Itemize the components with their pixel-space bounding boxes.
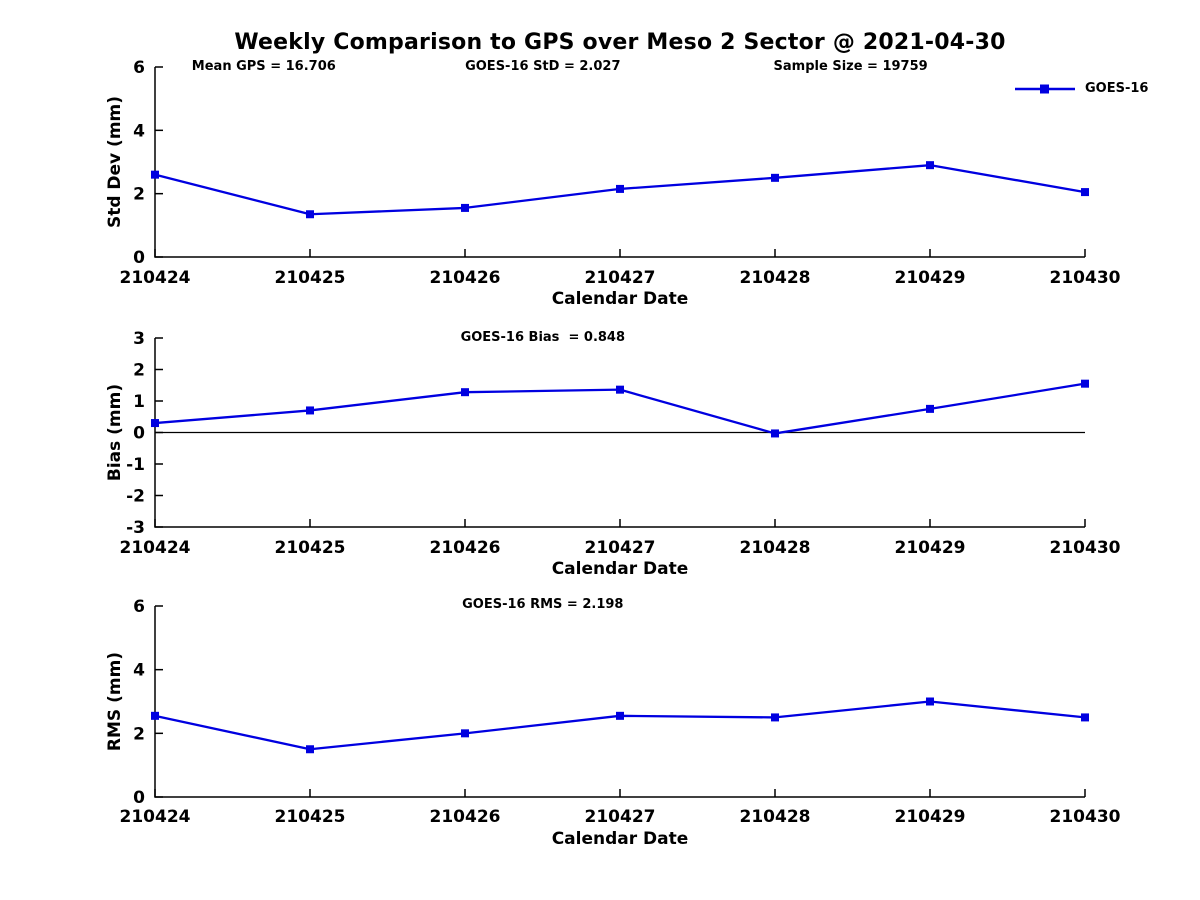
y-axis-label: RMS (mm) (105, 652, 125, 751)
legend-label: GOES-16 (1085, 81, 1149, 96)
y-tick-label: -3 (126, 518, 145, 538)
data-point-marker (151, 711, 159, 720)
y-tick-label: 6 (133, 58, 145, 78)
x-tick-label: 210430 (1050, 538, 1121, 558)
data-point-marker (461, 729, 469, 738)
x-axis-label: Calendar Date (552, 289, 689, 309)
annotation-std-dev-0: Mean GPS = 16.706 (191, 59, 336, 74)
y-tick-label: -1 (126, 455, 145, 475)
figure-title: Weekly Comparison to GPS over Meso 2 Sec… (234, 30, 1006, 55)
x-tick-label: 210425 (275, 807, 346, 827)
data-point-marker (926, 161, 934, 170)
x-tick-label: 210426 (430, 807, 501, 827)
x-tick-label: 210424 (120, 807, 191, 827)
y-tick-label: 4 (133, 121, 145, 141)
annotation-std-dev-1: GOES-16 StD = 2.027 (465, 59, 621, 74)
x-tick-label: 210430 (1050, 807, 1121, 827)
panel-bias: -3 -2 -1 0 1 2 3 210424 210425 210426 210427 210428… (105, 329, 1121, 579)
panel-std-dev: 0 2 4 6 210424 210425 210426 210427 210428 210429… (105, 58, 1121, 309)
data-point-marker (1081, 188, 1089, 197)
x-tick-label: 210428 (740, 807, 811, 827)
data-point-marker (306, 210, 314, 219)
y-tick-label: 2 (133, 361, 145, 381)
x-tick-label: 210428 (740, 538, 811, 558)
x-tick-label: 210427 (585, 807, 656, 827)
y-tick-label: 4 (133, 661, 145, 681)
data-point-marker (151, 419, 159, 428)
y-tick-label: 1 (133, 392, 145, 412)
x-tick-label: 210424 (120, 268, 191, 288)
axis-lines (154, 67, 1085, 258)
data-point-marker (771, 429, 779, 438)
data-point-marker (306, 406, 314, 415)
annotation-std-dev-2: Sample Size = 19759 (773, 59, 928, 74)
x-tick-label: 210426 (430, 538, 501, 558)
x-tick-label: 210425 (275, 268, 346, 288)
x-tick-label: 210429 (895, 807, 966, 827)
data-point-marker (926, 697, 934, 706)
data-point-marker (151, 170, 159, 179)
x-tick-label: 210426 (430, 268, 501, 288)
data-point-marker (771, 713, 779, 722)
annotation-rms-0: GOES-16 RMS = 2.198 (462, 597, 624, 612)
x-tick-label: 210424 (120, 538, 191, 558)
panel-rms: 0 2 4 6 210424 210425 210426 210427 210428 210429… (105, 597, 1121, 849)
data-point-marker (1081, 713, 1089, 722)
y-tick-label: 2 (133, 724, 145, 744)
axis-lines (154, 606, 1085, 798)
y-tick-label: -2 (126, 487, 145, 507)
data-point-marker (616, 385, 624, 394)
y-axis-label: Bias (mm) (105, 384, 125, 481)
x-axis-label: Calendar Date (552, 829, 689, 849)
data-point-marker (771, 173, 779, 182)
x-tick-label: 210425 (275, 538, 346, 558)
y-tick-label: 6 (133, 597, 145, 617)
x-tick-label: 210429 (895, 268, 966, 288)
data-point-marker (306, 745, 314, 754)
data-point-marker (461, 388, 469, 397)
y-tick-label: 2 (133, 185, 145, 205)
y-tick-label: 0 (133, 788, 145, 808)
y-axis-label: Std Dev (mm) (105, 96, 125, 228)
x-tick-label: 210428 (740, 268, 811, 288)
data-point-marker (616, 711, 624, 720)
x-tick-label: 210429 (895, 538, 966, 558)
x-tick-label: 210430 (1050, 268, 1121, 288)
y-tick-label: 0 (133, 248, 145, 268)
data-point-marker (926, 404, 934, 413)
data-point-marker (461, 203, 469, 212)
y-tick-label: 0 (133, 424, 145, 444)
annotation-bias-0: GOES-16 Bias = 0.848 (460, 330, 626, 345)
legend: GOES-16 (1014, 80, 1148, 98)
data-point-marker (616, 184, 624, 193)
x-tick-label: 210427 (585, 268, 656, 288)
legend-line-sample (1015, 84, 1075, 94)
x-axis-label: Calendar Date (552, 559, 689, 579)
data-point-marker (1081, 379, 1089, 388)
x-tick-label: 210427 (585, 538, 656, 558)
series-line-goes-16 (154, 700, 1086, 751)
y-tick-label: 3 (133, 329, 145, 349)
